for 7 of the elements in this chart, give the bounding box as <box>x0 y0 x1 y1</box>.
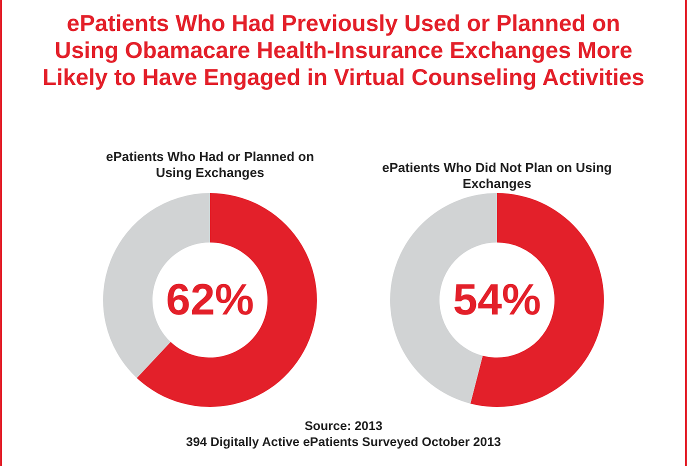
data-label: 54% <box>452 276 542 324</box>
chart-title: ePatients Who Had Previously Used or Planned on Using Obamacare Health-Insurance Exchanges More Likely to Have Engaged in Virtual Counseling Activities <box>42 10 646 91</box>
source-note: Source: 2013 <box>304 418 384 434</box>
chart-subtitle: ePatients Who Had or Planned on Using Exchanges <box>104 149 316 181</box>
text: 394 Digitally Active ePatients Surveyed October 2013 <box>185 434 502 450</box>
chart-subtitle: ePatients Who Did Not Plan on Using Exchanges <box>382 160 612 192</box>
data-label: 62% <box>166 276 254 324</box>
